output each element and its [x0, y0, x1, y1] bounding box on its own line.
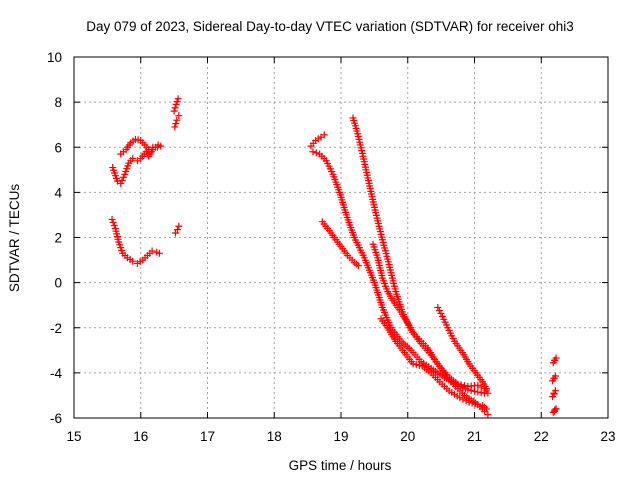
- y-tick-label: -4: [50, 366, 62, 381]
- y-tick-label: -2: [50, 321, 62, 336]
- series-arc-b: [108, 215, 163, 267]
- axis-ticks: 15 16 17 18 19 20 21 22 23 -6 -4 -2 0 2 4 6 8 10: [47, 50, 616, 444]
- data-point: [309, 148, 317, 156]
- x-tick-label: 23: [600, 429, 615, 444]
- data-point: [483, 385, 491, 393]
- data-point: [145, 146, 153, 154]
- x-tick-label: 18: [267, 429, 282, 444]
- data-point: [109, 218, 117, 226]
- data-point: [153, 143, 161, 151]
- series-arc-h: [377, 315, 492, 419]
- data-point: [484, 411, 492, 419]
- data-point: [157, 142, 165, 150]
- y-tick-label: 2: [54, 231, 62, 246]
- data-point: [434, 303, 442, 311]
- x-tick-label: 22: [534, 429, 549, 444]
- x-tick-label: 16: [133, 429, 148, 444]
- data-point: [174, 95, 182, 103]
- data-point: [108, 215, 116, 223]
- data-point: [552, 354, 560, 362]
- data-point: [320, 131, 328, 139]
- data-point: [170, 107, 178, 115]
- data-point: [155, 249, 163, 257]
- series-arc-c-mid: [171, 112, 183, 131]
- series-arc-a-loop: [117, 135, 165, 158]
- data-point: [460, 382, 468, 390]
- x-tick-label: 15: [66, 429, 81, 444]
- data-point: [456, 394, 464, 402]
- data-point: [551, 372, 559, 380]
- data-point: [474, 381, 482, 389]
- data-point: [119, 173, 127, 181]
- data-point: [129, 155, 137, 163]
- data-point: [435, 306, 443, 314]
- chart-title: Day 079 of 2023, Sidereal Day-to-day VTE…: [86, 19, 573, 34]
- y-tick-label: 0: [54, 276, 62, 291]
- data-point: [484, 389, 492, 397]
- data-point: [552, 405, 560, 413]
- x-tick-label: 17: [200, 429, 215, 444]
- data-point: [173, 226, 181, 234]
- data-point: [110, 221, 118, 229]
- plot-frame: [73, 56, 609, 419]
- data-point: [354, 262, 362, 270]
- series-arc-j: [549, 354, 560, 416]
- y-tick-label: 4: [54, 185, 62, 200]
- x-tick-label: 21: [467, 429, 482, 444]
- series-arc-f: [318, 218, 362, 270]
- x-tick-label: 19: [333, 429, 348, 444]
- y-tick-label: 6: [54, 140, 62, 155]
- data-point: [117, 179, 125, 187]
- data-point: [129, 257, 137, 265]
- data-point: [175, 222, 183, 230]
- data-point: [312, 149, 320, 157]
- data-point: [173, 116, 181, 124]
- data-point: [481, 407, 489, 415]
- data-point: [409, 360, 417, 368]
- y-tick-label: 8: [54, 95, 62, 110]
- data-point: [412, 361, 420, 369]
- y-tick-label: 10: [47, 50, 62, 65]
- data-point: [171, 123, 179, 131]
- data-point: [118, 176, 126, 184]
- data-series: [108, 95, 560, 419]
- data-point: [175, 112, 183, 120]
- series-arc-i: [434, 303, 491, 393]
- data-point: [171, 104, 179, 112]
- series-arc-c-high: [170, 95, 182, 115]
- data-point: [459, 395, 467, 403]
- data-point: [172, 120, 180, 128]
- x-tick-label: 20: [400, 429, 415, 444]
- data-point: [148, 247, 156, 255]
- data-point: [415, 361, 423, 369]
- data-point: [551, 387, 559, 395]
- series-arc-c-low: [171, 222, 183, 237]
- series-arc-d-start: [307, 131, 328, 150]
- data-point: [462, 397, 470, 405]
- y-axis-label: SDTVAR / TECUs: [7, 184, 22, 293]
- y-tick-label: -6: [50, 411, 62, 426]
- data-point: [457, 381, 465, 389]
- data-point: [437, 309, 445, 317]
- x-axis-label: GPS time / hours: [289, 458, 392, 473]
